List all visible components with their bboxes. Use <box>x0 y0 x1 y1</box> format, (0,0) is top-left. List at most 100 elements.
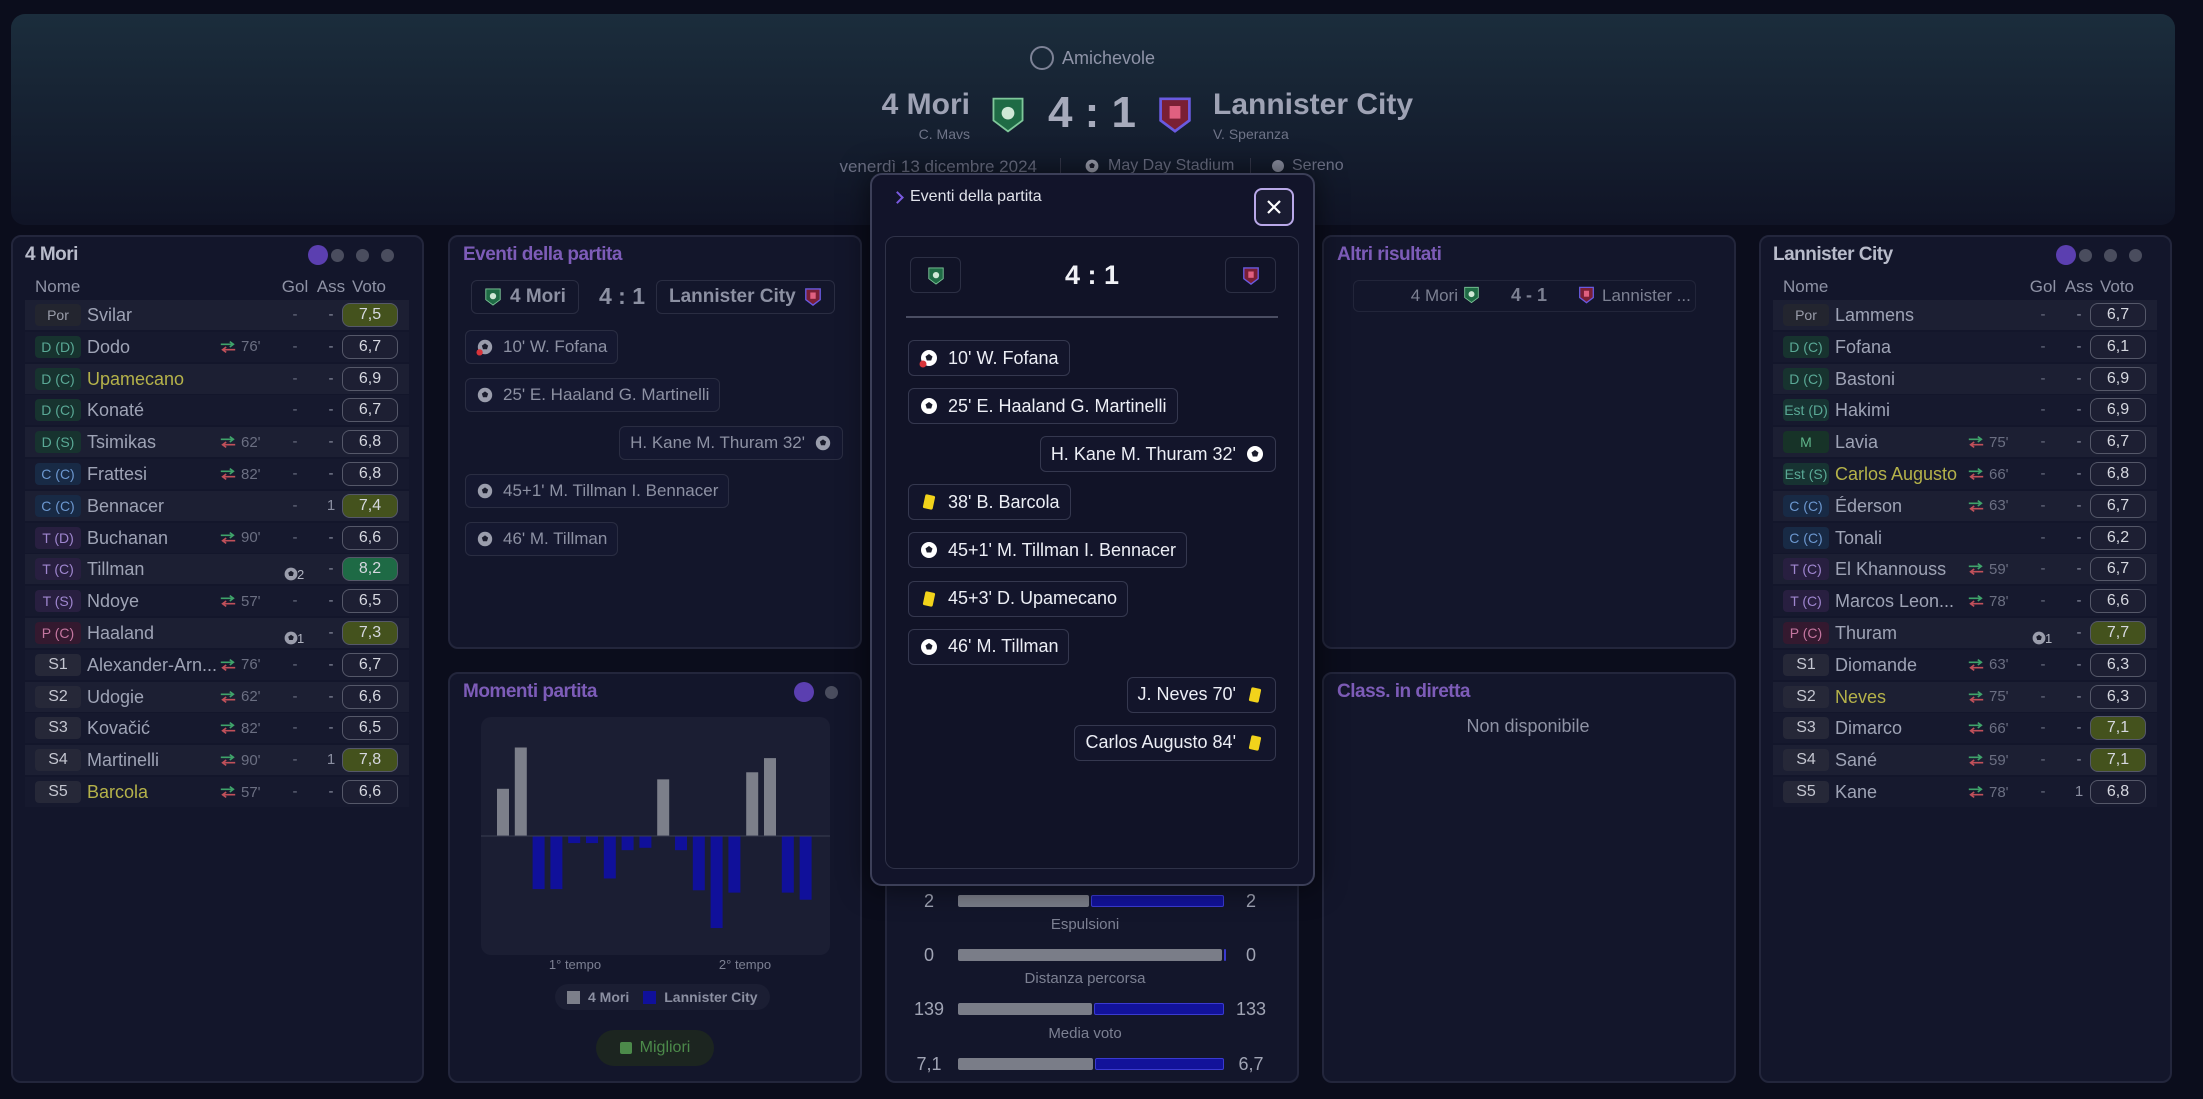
position-badge: T (D) <box>35 526 81 549</box>
separator <box>1250 158 1251 180</box>
own-goal-dot <box>919 360 927 368</box>
icon-sub <box>220 658 236 671</box>
sub-minute: 75' <box>1989 688 2009 706</box>
best-button[interactable]: Migliori <box>596 1030 714 1066</box>
ball-patch <box>288 571 294 577</box>
page-dot[interactable] <box>381 249 394 262</box>
arrow-in <box>220 658 235 666</box>
sub-minute: 90' <box>241 529 261 547</box>
goals: - <box>292 687 298 705</box>
column-header: Ass <box>316 277 346 296</box>
rating: 6,7 <box>2090 430 2146 455</box>
arrow-in <box>1968 563 1983 571</box>
event-text: 25' E. Haaland G. Martinelli <box>503 385 710 404</box>
stat-label: Espulsioni <box>1050 916 1120 933</box>
momentum-bar <box>764 758 776 836</box>
goals: - <box>292 337 298 355</box>
arrow-out <box>221 727 236 735</box>
momentum-bar <box>657 779 670 836</box>
page-dot[interactable] <box>356 249 369 262</box>
best-button-label: Migliori <box>639 1039 691 1056</box>
rating: 6,8 <box>2090 462 2146 486</box>
assists: - <box>328 624 334 641</box>
arrow-in <box>1968 754 1983 761</box>
stat-away: 133 <box>1235 999 1267 1019</box>
page-dot[interactable] <box>2079 249 2092 262</box>
crest-shape <box>1243 267 1259 285</box>
sub-minute: 62' <box>241 688 261 706</box>
stat-label: Distanza percorsa <box>1024 970 1146 987</box>
crest-mark <box>489 292 497 300</box>
page-dot[interactable] <box>794 682 814 702</box>
rating: 6,1 <box>2090 334 2146 359</box>
event-text: 10' W. Fofana <box>948 347 1059 368</box>
substitution: 62' <box>219 433 261 451</box>
icon-sub <box>1968 436 1984 449</box>
page-dot[interactable] <box>2056 245 2076 265</box>
player-name: Tonali <box>1835 527 1883 548</box>
stat-home: 7,1 <box>916 1054 942 1074</box>
goals: - <box>292 465 298 482</box>
event-pill: 25' E. Haaland G. Martinelli <box>908 388 1178 425</box>
legend-label: Lannister City <box>664 989 758 1005</box>
assists: 1 <box>326 751 336 769</box>
icon-yellow <box>922 590 936 607</box>
icon-own <box>476 339 493 356</box>
event-pill: 46' M. Tillman <box>465 522 619 556</box>
substitution: 75' <box>1967 688 2009 706</box>
substitution: 63' <box>1967 656 2009 674</box>
arrow-in <box>220 690 235 698</box>
sub-minute: 90' <box>241 751 261 769</box>
position-badge: Por <box>1783 304 1829 326</box>
crest-mark <box>1169 106 1181 119</box>
event-text: 45+3' D. Upamecano <box>948 588 1118 608</box>
substitution: 62' <box>219 688 261 706</box>
arrow-out <box>1969 505 1984 512</box>
position-badge: T (S) <box>35 590 81 613</box>
position-badge: D (S) <box>35 431 81 454</box>
player-name: Kane <box>1835 782 1878 802</box>
rating: 6,9 <box>2090 366 2146 391</box>
arrow-out <box>221 664 236 671</box>
position-badge: S4 <box>35 749 81 772</box>
page-dot[interactable] <box>331 249 344 262</box>
rating: 6,5 <box>342 716 398 741</box>
icon-sub <box>220 531 236 544</box>
substitution: 82' <box>219 719 261 737</box>
page-dot[interactable] <box>825 686 838 699</box>
momentum-bar <box>692 836 705 891</box>
rating: 6,7 <box>342 334 398 359</box>
assists: - <box>328 337 334 355</box>
player-name: Konaté <box>87 400 145 421</box>
arrow-out <box>221 695 236 703</box>
page-dot[interactable] <box>2129 249 2142 262</box>
crest-mark <box>1001 106 1015 120</box>
result-row <box>1353 280 1696 312</box>
assists: - <box>2076 401 2082 419</box>
rating: 6,6 <box>2090 589 2146 614</box>
ball-patch <box>481 343 489 350</box>
page-dot[interactable] <box>308 245 328 265</box>
event-pill: 45+3' D. Upamecano <box>908 580 1129 617</box>
goals: - <box>292 528 298 546</box>
assists: - <box>328 465 334 482</box>
sun-icon <box>1272 160 1284 172</box>
weather: Sereno <box>1272 157 1344 175</box>
modal-title: Eventi della partita <box>910 188 1042 205</box>
assists: - <box>328 655 334 673</box>
goals: - <box>292 719 298 737</box>
goals: - <box>2040 433 2046 451</box>
player-name: Éderson <box>1835 495 1903 516</box>
goal-count: 2 <box>297 567 305 583</box>
position-badge: S3 <box>35 717 81 740</box>
position-badge: M <box>1783 431 1829 454</box>
page-dot[interactable] <box>2104 249 2117 262</box>
rating: 6,7 <box>342 652 398 677</box>
goals: - <box>292 655 298 673</box>
rating: 6,3 <box>2090 684 2146 709</box>
player-name: Svilar <box>87 305 133 325</box>
close-button[interactable] <box>1254 188 1294 226</box>
rating: 6,5 <box>342 589 398 614</box>
result-home: 4 Mori <box>1410 286 1458 305</box>
goals: - <box>292 306 298 323</box>
